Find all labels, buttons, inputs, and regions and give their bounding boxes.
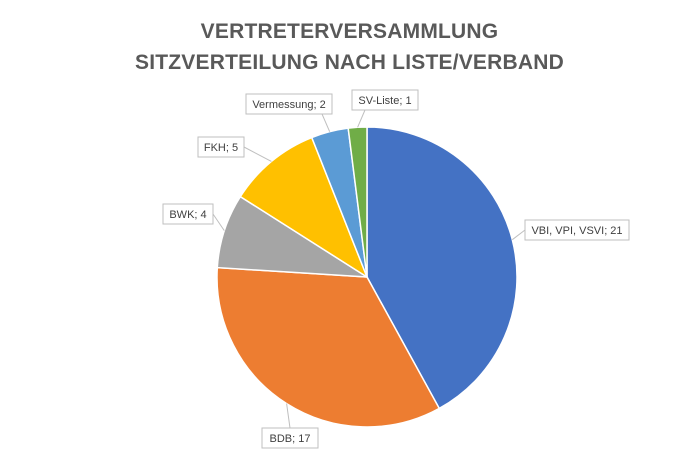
leader-line-bwk (212, 213, 225, 231)
leader-line-fkh (243, 146, 272, 162)
data-label-text: BDB; 17 (270, 433, 311, 445)
leader-line-sv-liste (357, 109, 366, 128)
data-label-sv-liste: SV-Liste; 1 (351, 89, 419, 111)
data-label-bdb: BDB; 17 (261, 427, 319, 449)
data-label-text: BWK; 4 (169, 209, 206, 221)
leader-line-vermessung (321, 113, 331, 132)
data-label-box (261, 427, 319, 449)
data-label-fkh: FKH; 5 (197, 136, 245, 158)
pie-slice-vbi-vpi-vsvi (366, 126, 518, 410)
data-label-vermessung: Vermessung; 2 (245, 93, 333, 115)
leader-line-vbi-vpi-vsvi (511, 229, 526, 241)
data-label-bwk: BWK; 4 (162, 203, 214, 225)
chart-title-line-1: VERTRETERVERSAMMLUNG (200, 20, 499, 43)
data-label-text: VBI, VPI, VSVI; 21 (531, 225, 622, 237)
data-label-vbi-vpi-vsvi: VBI, VPI, VSVI; 21 (524, 219, 630, 241)
pie-slice-sv-liste (347, 126, 368, 278)
data-label-box (197, 136, 245, 158)
chart-title-line-2: SITZVERTEILUNG NACH LISTE/VERBAND (135, 51, 564, 74)
data-label-box (245, 93, 333, 115)
data-labels: VBI, VPI, VSVI; 21 BDB; 17 BWK; 4 FKH; 5 Ver… (162, 89, 630, 449)
leader-line-bdb (286, 403, 291, 429)
data-label-box (351, 89, 419, 111)
data-label-text: FKH; 5 (204, 142, 238, 154)
data-label-text: SV-Liste; 1 (358, 95, 411, 107)
data-label-box (524, 219, 630, 241)
data-label-text: Vermessung; 2 (252, 99, 325, 111)
leader-lines (212, 109, 526, 429)
pie-slices (216, 126, 518, 428)
data-label-box (162, 203, 214, 225)
